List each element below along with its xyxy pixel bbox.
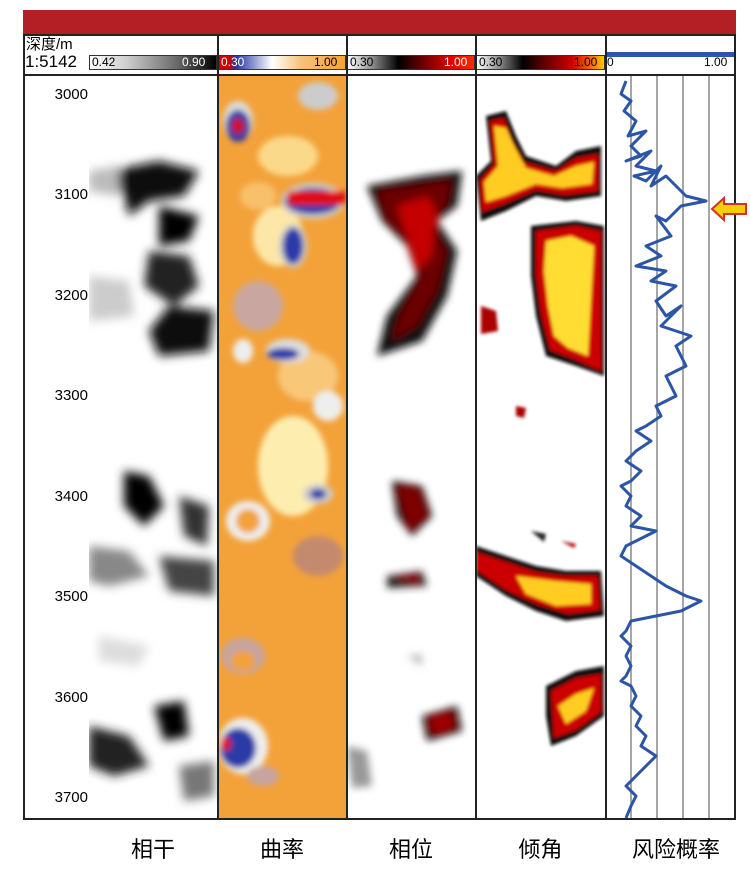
- scale-max-dip: 1.00: [574, 55, 598, 69]
- depth-tick: 3600: [54, 689, 88, 706]
- title-bar: [23, 10, 736, 34]
- track-curvature: [218, 76, 346, 818]
- scale-min-dip: 0.30: [479, 55, 503, 69]
- scale-min-risk: 0: [607, 55, 614, 69]
- track-separator: [346, 34, 348, 820]
- scale-max-risk: 1.00: [704, 55, 728, 69]
- track-coherence: [89, 76, 217, 818]
- depth-tick: 3100: [54, 186, 88, 203]
- depth-tick: 3500: [54, 588, 88, 605]
- scale-max-coherence: 0.90: [182, 55, 206, 69]
- track-risk-probability: [606, 76, 734, 818]
- track-dip: [476, 76, 605, 818]
- scale-max-curvature: 1.00: [314, 55, 338, 69]
- track-label-risk-probability: 风险概率: [631, 837, 720, 862]
- phase-image: [347, 171, 462, 788]
- dip-image: [476, 111, 604, 746]
- scale-max-phase: 1.00: [444, 55, 468, 69]
- track-label-dip: 倾角: [518, 837, 563, 862]
- track-separator: [475, 34, 477, 820]
- scale-ratio-label: 1:5142: [25, 52, 77, 71]
- scale-min-phase: 0.30: [350, 55, 374, 69]
- risk-curve: [619, 80, 708, 818]
- coherence-image: [89, 161, 214, 801]
- track-label-coherence: 相干: [130, 837, 175, 862]
- depth-axis-label: 深度/m: [26, 36, 73, 53]
- track-label-curvature: 曲率: [259, 837, 304, 862]
- track-separator: [217, 34, 219, 820]
- header-divider: [23, 74, 736, 76]
- risk-chart: [619, 76, 710, 818]
- track-separator: [605, 34, 607, 820]
- curvature-image: [218, 82, 346, 786]
- risk-peak-arrow-icon: [710, 196, 747, 222]
- depth-tick: 3200: [54, 287, 88, 304]
- scale-min-coherence: 0.42: [92, 55, 116, 69]
- track-label-phase: 相位: [388, 837, 433, 862]
- depth-tick: 3000: [54, 86, 88, 103]
- scale-bar-coherence: [89, 55, 217, 70]
- track-phase: [347, 76, 475, 818]
- depth-tick: 3400: [54, 488, 88, 505]
- depth-tick: 3300: [54, 387, 88, 404]
- panel-frame: [23, 34, 736, 820]
- scale-bar-risk: [606, 52, 734, 57]
- depth-tick: 3700: [54, 789, 88, 806]
- scale-min-curvature: 0.30: [221, 55, 245, 69]
